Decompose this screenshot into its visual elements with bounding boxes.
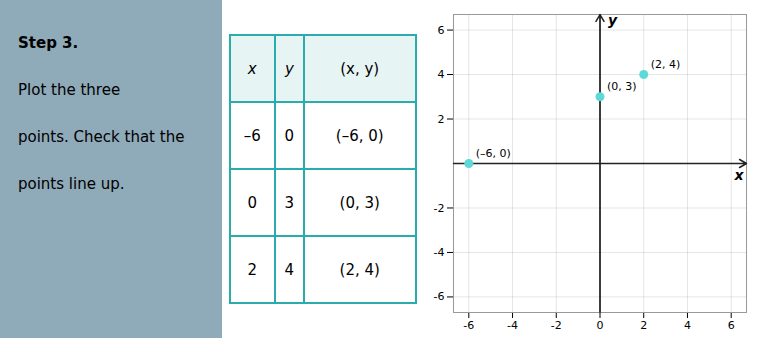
- svg-text:-6: -6: [434, 290, 445, 303]
- svg-text:4: 4: [438, 68, 445, 81]
- svg-text:-2: -2: [551, 319, 562, 332]
- html-text:Plot the three: Plot the three: [18, 81, 121, 99]
- svg-text:0: 0: [597, 319, 604, 332]
- html-text:(x, y): (x, y): [340, 59, 380, 78]
- html-text:points. Check that the: points. Check that the: [18, 128, 185, 146]
- svg-text:(–6, 0): (–6, 0): [476, 147, 511, 160]
- svg-text:(2, 4): (2, 4): [651, 58, 681, 71]
- svg-text:6: 6: [438, 24, 445, 37]
- svg-text:2: 2: [438, 113, 445, 126]
- html-text:points line up.: points line up.: [18, 175, 125, 193]
- html-text:(0, 3): (0, 3): [339, 193, 380, 212]
- html-text:y: y: [284, 59, 294, 78]
- html-text:(–6, 0): (–6, 0): [335, 126, 384, 145]
- svg-text:-6: -6: [463, 319, 474, 332]
- svg-text:-4: -4: [434, 246, 445, 259]
- svg-text:-4: -4: [507, 319, 518, 332]
- html-text:3: 3: [284, 193, 295, 212]
- svg-text:(0, 3): (0, 3): [607, 80, 637, 93]
- svg-text:x: x: [733, 167, 744, 183]
- html-text:0: 0: [247, 193, 257, 212]
- html-text:x: x: [247, 59, 257, 78]
- html-text:0: 0: [284, 126, 295, 145]
- svg-text:-2: -2: [434, 201, 445, 214]
- html-text:–6: –6: [243, 126, 261, 145]
- svg-text:2: 2: [640, 319, 647, 332]
- svg-text:4: 4: [684, 319, 691, 332]
- html-text:2: 2: [247, 260, 257, 279]
- html-text:(2, 4): (2, 4): [339, 260, 380, 279]
- html-text:4: 4: [284, 260, 295, 279]
- svg-text:y: y: [608, 12, 618, 28]
- html-text:Step 3.: Step 3.: [18, 34, 79, 52]
- svg-text:6: 6: [728, 319, 735, 332]
